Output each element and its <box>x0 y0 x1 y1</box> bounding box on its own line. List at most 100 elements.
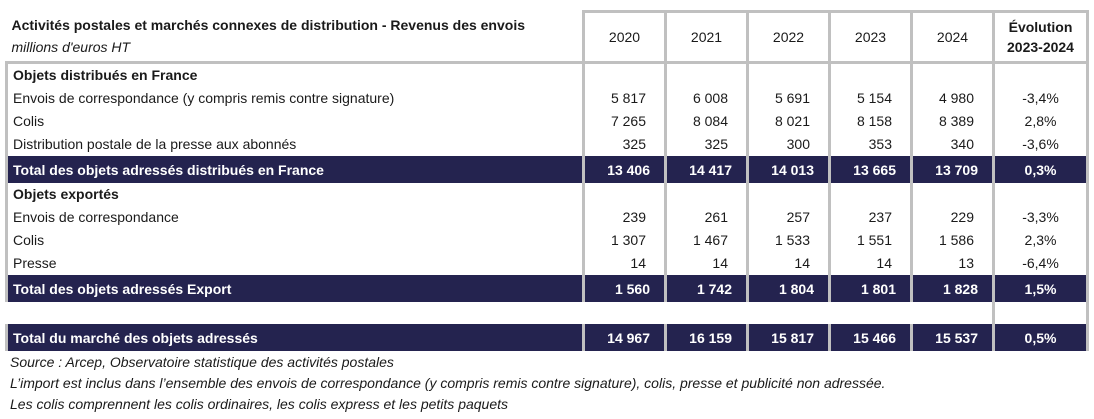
value-cell: 1 307 <box>582 229 667 252</box>
evolution-cell: -3,3% <box>992 206 1089 229</box>
spacer-row <box>7 302 1089 324</box>
empty-cell <box>912 302 994 324</box>
empty-cell <box>746 62 831 87</box>
header-row: Activités postales et marchés connexes d… <box>6 10 1089 64</box>
row-label: Colis <box>5 229 585 252</box>
empty-cell <box>746 183 831 206</box>
value-cell: 14 <box>828 252 913 275</box>
value-cell: 8 389 <box>910 110 995 133</box>
empty-cell <box>582 62 667 87</box>
year-header: 2024 <box>910 10 995 64</box>
table-row: Distribution postale de la presse aux ab… <box>5 133 1089 156</box>
value-cell: 229 <box>910 206 995 229</box>
empty-cell <box>830 302 912 324</box>
empty-cell <box>582 183 667 206</box>
value-cell: 1 551 <box>828 229 913 252</box>
year-header: 2023 <box>828 10 913 64</box>
value-cell: 237 <box>828 206 913 229</box>
table-row: Colis 7 265 8 084 8 021 8 158 8 389 2,8% <box>5 110 1089 133</box>
value-cell: 353 <box>828 133 913 156</box>
evolution-cell: 2,8% <box>992 110 1089 133</box>
value-cell: 300 <box>746 133 831 156</box>
table-title: Activités postales et marchés connexes d… <box>11 17 526 34</box>
year-header: 2022 <box>746 10 831 64</box>
value-cell: 15 817 <box>746 324 831 351</box>
value-cell: 14 417 <box>664 156 749 183</box>
row-label: Presse <box>5 252 585 275</box>
total-row: Total des objets adressés Export 1 560 1 7… <box>5 275 1089 302</box>
grand-total-row: Total du marché des objets adressés 14 96… <box>5 324 1089 351</box>
empty-cell <box>992 62 1089 87</box>
revenue-table-container: Activités postales et marchés connexes d… <box>5 10 1089 351</box>
evolution-cell: -6,4% <box>992 252 1089 275</box>
empty-cell <box>828 183 913 206</box>
value-cell: 8 021 <box>746 110 831 133</box>
table-title-cell: Activités postales et marchés connexes d… <box>6 11 584 64</box>
value-cell: 8 158 <box>828 110 913 133</box>
import-note: L’import est inclus dans l’ensemble des … <box>10 375 886 391</box>
value-cell: 5 817 <box>582 87 667 110</box>
table-row: Colis 1 307 1 467 1 533 1 551 1 586 2,3% <box>5 229 1089 252</box>
value-cell: 14 <box>664 252 749 275</box>
value-cell: 239 <box>582 206 667 229</box>
table-unit: millions d'euros HT <box>11 39 131 56</box>
table-row: Presse 14 14 14 14 13 -6,4% <box>5 252 1089 275</box>
value-cell: 14 967 <box>582 324 667 351</box>
value-cell: 1 804 <box>746 275 831 302</box>
value-cell: 8 084 <box>664 110 749 133</box>
empty-cell <box>666 302 748 324</box>
total-row: Total des objets adressés distribués en … <box>5 156 1089 183</box>
year-header: 2021 <box>664 10 749 64</box>
value-cell: 1 742 <box>664 275 749 302</box>
value-cell: 340 <box>910 133 995 156</box>
value-cell: 1 533 <box>746 229 831 252</box>
section-title: Objets distribués en France <box>5 62 585 87</box>
evolution-header: Évolution 2023-2024 <box>992 10 1089 64</box>
value-cell: 13 709 <box>910 156 995 183</box>
evolution-header-line1: Évolution <box>1008 19 1073 35</box>
empty-cell <box>992 302 1089 324</box>
value-cell: 13 665 <box>828 156 913 183</box>
empty-cell <box>7 302 584 324</box>
empty-cell <box>664 62 749 87</box>
empty-cell <box>748 302 830 324</box>
value-cell: 1 467 <box>664 229 749 252</box>
value-cell: 14 <box>582 252 667 275</box>
value-cell: 16 159 <box>664 324 749 351</box>
section-header-row: Objets distribués en France <box>5 62 1089 87</box>
value-cell: 13 406 <box>582 156 667 183</box>
row-label: Total des objets adressés distribués en … <box>5 156 585 183</box>
value-cell: 5 154 <box>828 87 913 110</box>
footnotes: Source : Arcep, Observatoire statistique… <box>10 352 885 415</box>
value-cell: 13 <box>910 252 995 275</box>
value-cell: 261 <box>664 206 749 229</box>
value-cell: 325 <box>582 133 667 156</box>
colis-note: Les colis comprennent les colis ordinair… <box>10 396 509 412</box>
source-note: Source : Arcep, Observatoire statistique… <box>10 354 394 370</box>
row-label: Colis <box>5 110 585 133</box>
empty-cell <box>664 183 749 206</box>
value-cell: 325 <box>664 133 749 156</box>
evolution-header-line2: 2023-2024 <box>1007 39 1074 55</box>
empty-cell <box>910 62 995 87</box>
section-header-row: Objets exportés <box>5 183 1089 206</box>
empty-cell <box>992 183 1089 206</box>
value-cell: 1 801 <box>828 275 913 302</box>
row-label: Envois de correspondance (y compris remi… <box>5 87 585 110</box>
row-label: Total du marché des objets adressés <box>5 324 585 351</box>
value-cell: 6 008 <box>664 87 749 110</box>
value-cell: 14 013 <box>746 156 831 183</box>
section-title: Objets exportés <box>5 183 585 206</box>
value-cell: 1 586 <box>910 229 995 252</box>
value-cell: 7 265 <box>582 110 667 133</box>
evolution-cell: 2,3% <box>992 229 1089 252</box>
empty-cell <box>584 302 666 324</box>
evolution-cell: -3,6% <box>992 133 1089 156</box>
row-label: Total des objets adressés Export <box>5 275 585 302</box>
table-row: Envois de correspondance 239 261 257 237 229-… <box>5 206 1089 229</box>
value-cell: 257 <box>746 206 831 229</box>
evolution-cell: 0,5% <box>992 324 1089 351</box>
evolution-cell: 1,5% <box>992 275 1089 302</box>
value-cell: 1 828 <box>910 275 995 302</box>
evolution-cell: -3,4% <box>992 87 1089 110</box>
